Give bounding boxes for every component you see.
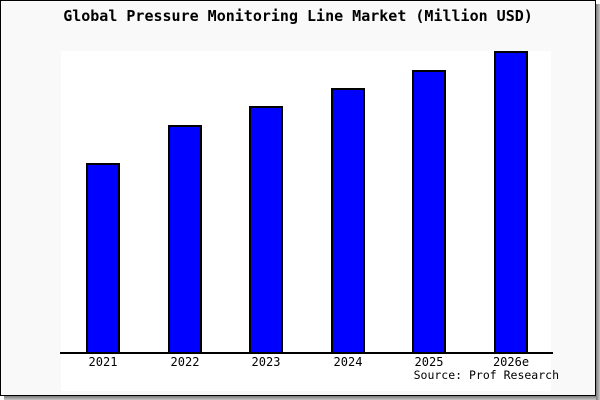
source-attribution: Source: Prof Research (413, 368, 559, 382)
x-axis-line (60, 352, 553, 354)
x-tick-label: 2025 (414, 355, 444, 369)
frame-shadow-bottom (4, 396, 596, 400)
x-tick-label: 2021 (88, 355, 118, 369)
x-tick-label: 2026e (492, 355, 530, 369)
bar (494, 51, 528, 353)
bar (168, 125, 202, 353)
x-tick-label: 2024 (333, 355, 363, 369)
x-tick-label: 2022 (170, 355, 200, 369)
bar (412, 70, 446, 353)
bar (249, 106, 283, 353)
bar (86, 163, 120, 353)
bar (331, 88, 365, 353)
plot-area: 2021 2022 2023 2024 2025 2026e (60, 51, 553, 391)
x-tick-label: 2023 (251, 355, 281, 369)
chart-title: Global Pressure Monitoring Line Market (… (63, 7, 533, 25)
frame-shadow-right (596, 4, 600, 400)
